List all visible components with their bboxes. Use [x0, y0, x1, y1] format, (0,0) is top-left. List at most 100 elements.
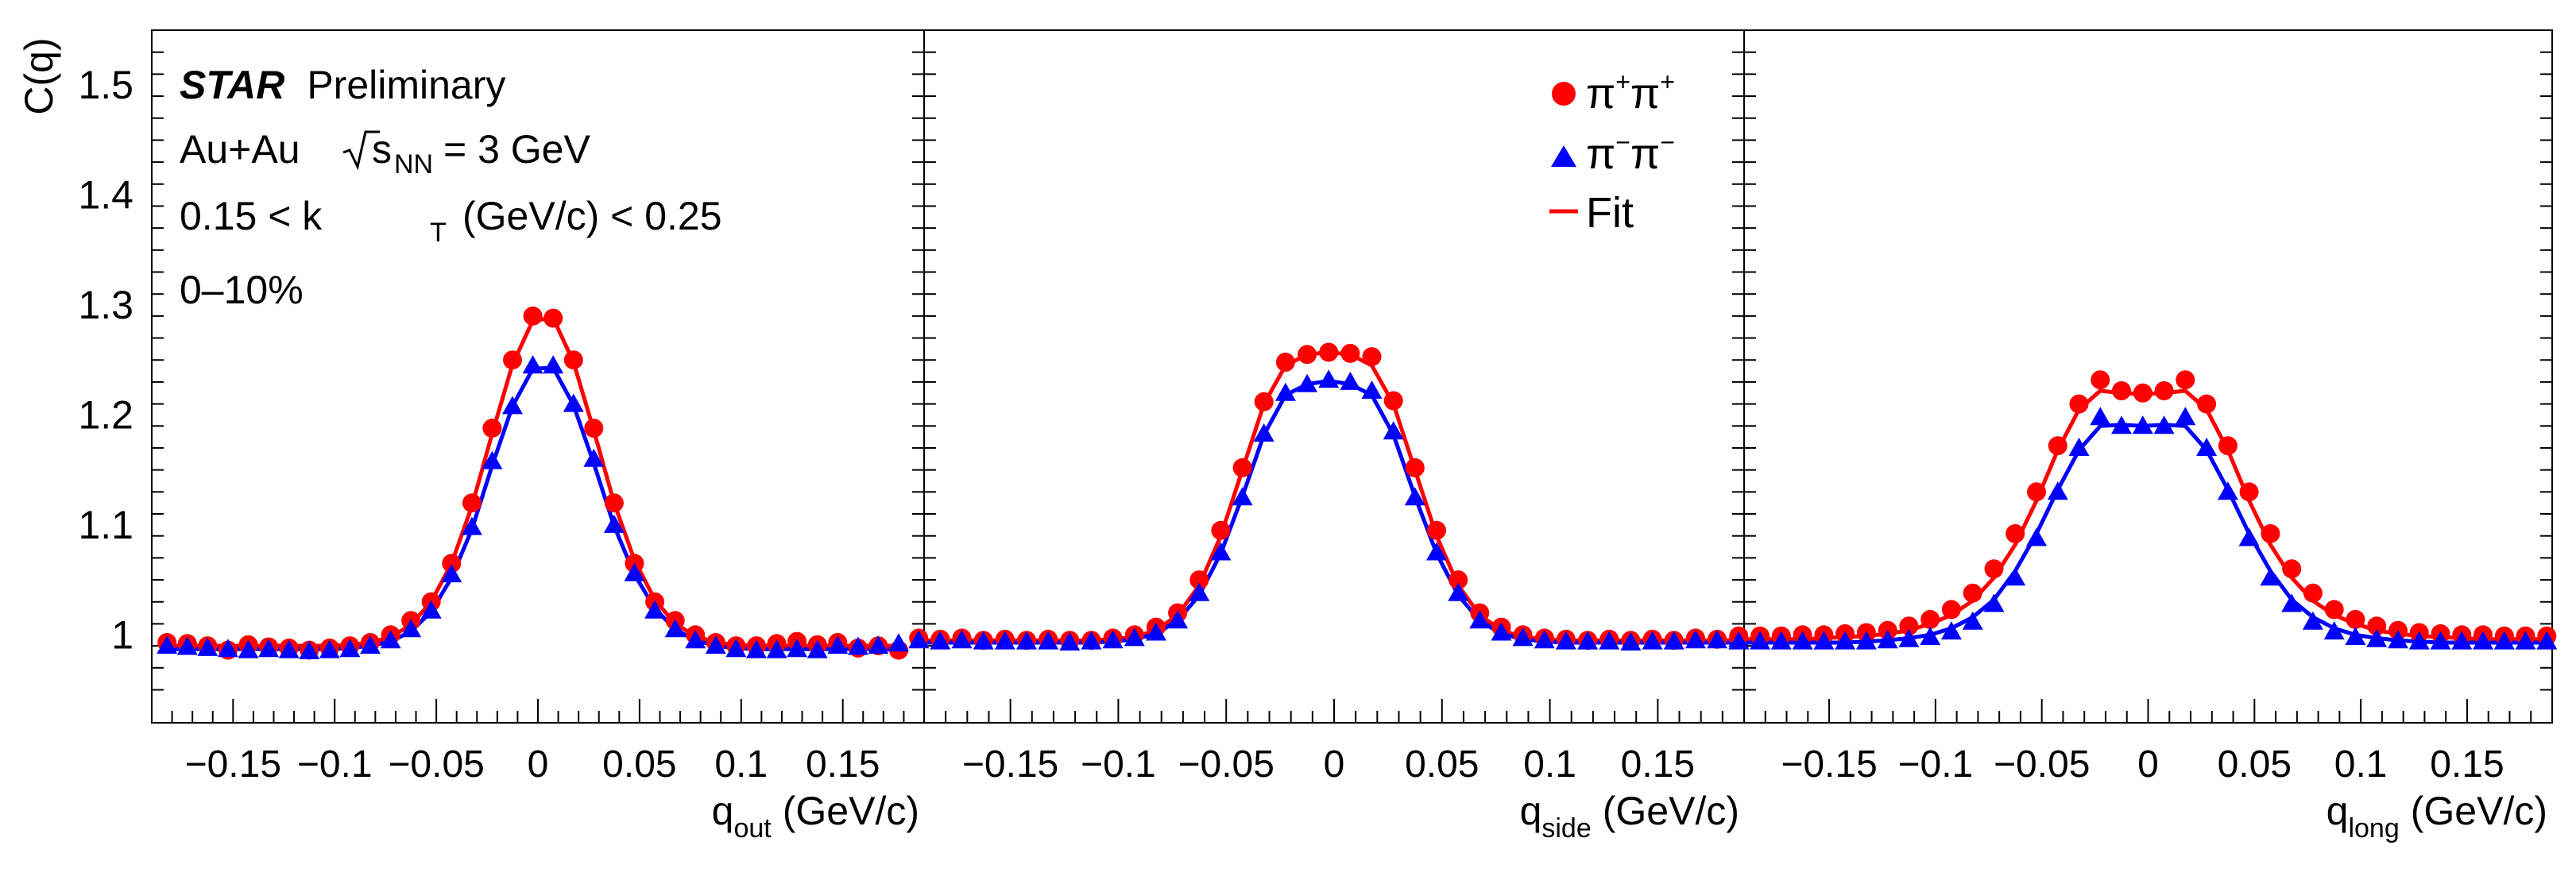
data-point-pi-minus: [2132, 415, 2153, 434]
data-point-pi-minus: [1534, 630, 1555, 649]
x-tick-label: 0.1: [1523, 743, 1576, 786]
data-point-pi-minus: [1983, 593, 2005, 612]
data-point-pi-minus: [1512, 627, 1534, 647]
data-point-pi-minus: [1940, 621, 1962, 640]
data-point-pi-minus: [1750, 631, 1771, 650]
data-point-pi-minus: [420, 600, 442, 619]
annotation-centrality: 0–10%: [180, 268, 304, 312]
data-point-pi-minus: [1684, 630, 1706, 649]
x-tick-label: −0.15: [1781, 743, 1877, 786]
data-point-pi-minus: [644, 600, 666, 619]
data-point-pi-plus: [482, 419, 502, 438]
data-point-pi-minus: [1792, 631, 1813, 650]
x-tick-label: 0.05: [1405, 743, 1479, 786]
data-point-pi-minus: [1059, 632, 1081, 651]
data-point-pi-plus: [2239, 482, 2259, 502]
data-point-pi-plus: [2176, 370, 2195, 390]
data-point-pi-minus: [1253, 423, 1274, 442]
data-point-pi-minus: [1707, 630, 1728, 649]
data-point-pi-plus: [1899, 616, 1919, 636]
data-point-pi-plus: [2069, 394, 2089, 414]
data-point-pi-minus: [1898, 628, 1920, 647]
data-point-pi-plus: [2154, 381, 2174, 400]
data-point-pi-minus: [1642, 631, 1663, 650]
data-point-pi-minus: [1145, 622, 1166, 641]
x-tick-label: 0.1: [714, 743, 768, 786]
data-point-pi-minus: [1383, 421, 1404, 440]
x-tick-label: −0.05: [1994, 743, 2090, 786]
data-point-pi-plus: [1427, 520, 1446, 540]
fit-line-pi-plus: [919, 349, 1739, 643]
data-point-pi-minus: [2090, 407, 2111, 426]
data-point-pi-minus: [278, 639, 300, 658]
data-point-pi-minus: [994, 631, 1015, 650]
data-point-pi-minus: [1426, 542, 1447, 561]
data-point-pi-minus: [176, 636, 198, 655]
data-point-pi-minus: [2026, 527, 2047, 546]
data-point-pi-minus: [2068, 438, 2090, 456]
data-point-pi-minus: [725, 639, 747, 658]
legend-label-fit: Fit: [1586, 189, 1634, 237]
data-point-pi-plus: [2005, 523, 2025, 543]
data-point-pi-minus: [2323, 621, 2345, 640]
data-point-pi-plus: [2091, 370, 2110, 390]
data-point-pi-minus: [1491, 622, 1512, 641]
legend-marker-pi-minus: [1551, 145, 1576, 167]
annotation-energy: = 3 GeV: [443, 127, 590, 172]
x-tick-label: 0.1: [2334, 743, 2388, 786]
data-point-pi-minus: [1962, 611, 1983, 630]
x-tick-label: −0.15: [185, 743, 281, 786]
data-point-pi-plus: [2346, 609, 2365, 629]
data-point-pi-minus: [1877, 630, 1898, 649]
x-axis-title-long: qlong (GeV/c): [2327, 789, 2547, 844]
data-point-pi-minus: [1232, 487, 1253, 506]
data-point-pi-minus: [1448, 582, 1469, 601]
data-point-pi-minus: [746, 639, 767, 658]
x-axis-title-side: qside (GeV/c): [1520, 789, 1739, 844]
data-point-pi-plus: [1383, 391, 1403, 411]
data-point-pi-plus: [1211, 520, 1231, 540]
data-point-pi-minus: [319, 639, 340, 658]
data-point-pi-minus: [1361, 380, 1383, 399]
data-point-pi-plus: [1362, 347, 1382, 367]
data-point-pi-minus: [1016, 631, 1037, 650]
fit-line-pi-minus: [1739, 423, 2547, 645]
x-tick-label: 0: [2137, 743, 2159, 786]
data-point-pi-minus: [1728, 631, 1750, 650]
data-point-pi-minus: [2302, 611, 2323, 630]
data-point-pi-minus: [339, 639, 361, 658]
data-point-pi-minus: [2430, 631, 2451, 650]
data-point-pi-minus: [380, 630, 401, 649]
data-point-pi-plus: [2133, 383, 2152, 403]
data-point-pi-minus: [2366, 628, 2388, 647]
data-point-pi-minus: [1038, 631, 1059, 650]
data-point-pi-minus: [1620, 632, 1642, 651]
data-point-pi-minus: [217, 639, 238, 658]
sqrt-radical-icon: [342, 130, 380, 171]
data-point-pi-minus: [1469, 610, 1491, 629]
data-point-pi-minus: [930, 631, 951, 650]
data-point-pi-minus: [827, 635, 849, 654]
data-point-pi-minus: [1274, 382, 1296, 401]
data-point-pi-minus: [2047, 481, 2068, 500]
data-point-pi-minus: [973, 631, 994, 650]
panel-frame: [1743, 29, 2553, 724]
data-point-pi-plus: [1275, 353, 1295, 372]
data-point-pi-minus: [685, 630, 706, 649]
y-tick-label: 1.1: [78, 503, 133, 547]
data-point-pi-minus: [2536, 631, 2558, 650]
data-point-pi-plus: [2261, 523, 2280, 543]
data-point-pi-plus: [2282, 559, 2302, 579]
data-point-pi-minus: [299, 641, 320, 659]
data-point-pi-plus: [563, 350, 583, 370]
data-point-pi-plus: [2367, 616, 2387, 636]
data-point-pi-minus: [543, 355, 564, 374]
data-point-pi-minus: [624, 562, 645, 581]
data-point-pi-plus: [2303, 583, 2323, 603]
data-point-pi-minus: [2238, 527, 2260, 546]
data-point-pi-plus: [1189, 570, 1209, 590]
data-point-pi-minus: [1663, 631, 1684, 650]
annotation-sqrt-sub: NN: [394, 149, 433, 180]
